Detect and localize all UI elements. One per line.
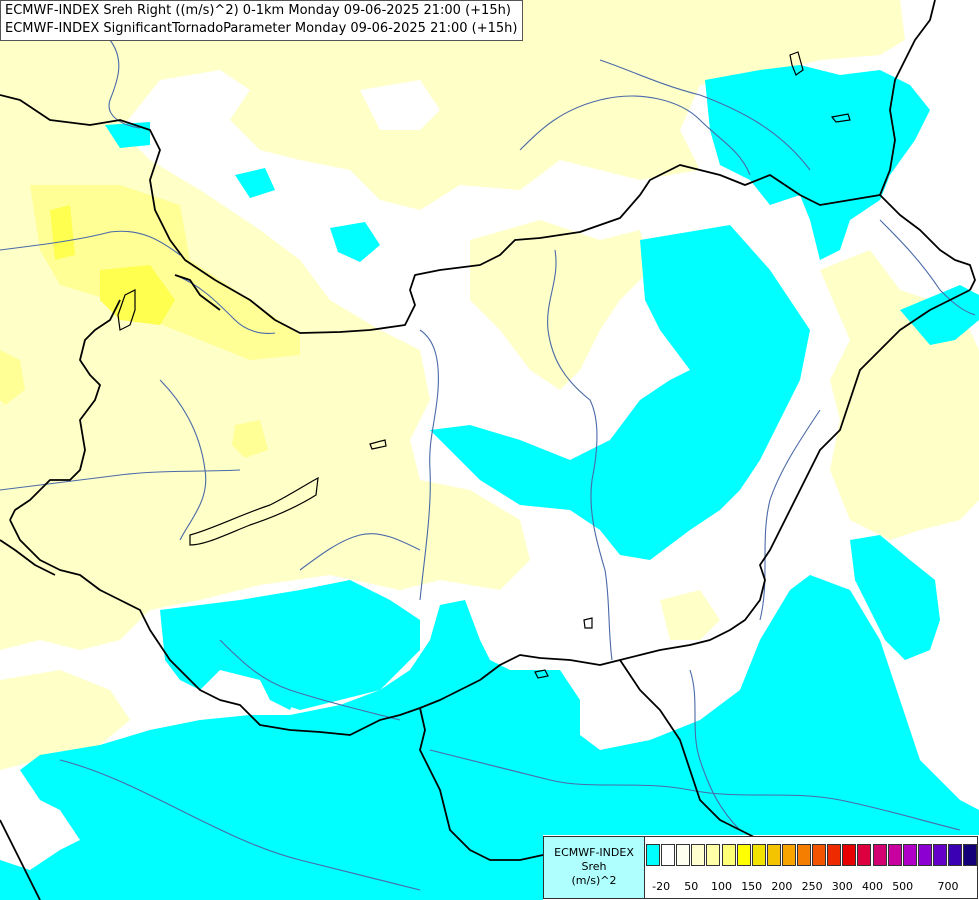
legend-tick-label: 100 — [711, 880, 732, 893]
legend-swatch — [766, 844, 781, 866]
legend-swatch — [797, 844, 811, 866]
legend-swatch — [917, 844, 932, 866]
legend-swatch — [842, 844, 857, 866]
legend-variable: Sreh — [581, 860, 607, 873]
legend-swatch — [721, 844, 736, 866]
legend-swatch — [781, 844, 796, 866]
legend-tick-label: 700 — [937, 880, 959, 893]
legend-tick-label: 250 — [801, 880, 823, 893]
legend-swatch — [812, 844, 827, 866]
legend-source: ECMWF-INDEX — [554, 846, 634, 859]
legend-tick-label: 150 — [741, 880, 763, 893]
legend-swatch — [646, 844, 660, 866]
legend-swatch — [751, 844, 766, 866]
sreh-moderate-areas — [0, 185, 300, 458]
lakes — [117, 51, 851, 679]
legend-swatch — [902, 844, 917, 866]
legend-tick-label: 300 — [831, 880, 853, 893]
color-legend: ECMWF-INDEX Sreh (m/s)^2 -20 50 100 150 200 2… — [543, 836, 978, 899]
legend-unit: (m/s)^2 — [571, 874, 617, 887]
legend-swatch — [661, 844, 676, 866]
legend-swatch — [932, 844, 947, 866]
legend-swatch — [887, 844, 902, 866]
title-sreh: ECMWF-INDEX Sreh Right ((m/s)^2) 0-1km M… — [5, 3, 511, 18]
legend-swatch — [827, 844, 842, 866]
legend-swatch — [706, 844, 721, 866]
legend-tick-label: -20 — [652, 880, 671, 893]
legend-label: ECMWF-INDEX Sreh (m/s)^2 — [544, 837, 645, 898]
title-box: ECMWF-INDEX Sreh Right ((m/s)^2) 0-1km M… — [0, 0, 524, 41]
legend-swatch — [872, 844, 887, 866]
legend-swatch — [691, 844, 706, 866]
legend-tick-label: 500 — [892, 880, 914, 893]
legend-swatch — [857, 844, 872, 866]
legend-swatch — [963, 844, 978, 866]
legend-tick-label: 400 — [862, 880, 883, 893]
title-stp: ECMWF-INDEX SignificantTornadoParameter … — [5, 21, 518, 36]
legend-tick-label: 200 — [771, 880, 793, 893]
sreh-negative-areas — [0, 65, 979, 900]
legend-swatch — [948, 844, 962, 866]
legend-tick-label: 50 — [684, 880, 699, 893]
legend-swatch — [676, 844, 691, 866]
legend-swatch — [736, 844, 751, 866]
